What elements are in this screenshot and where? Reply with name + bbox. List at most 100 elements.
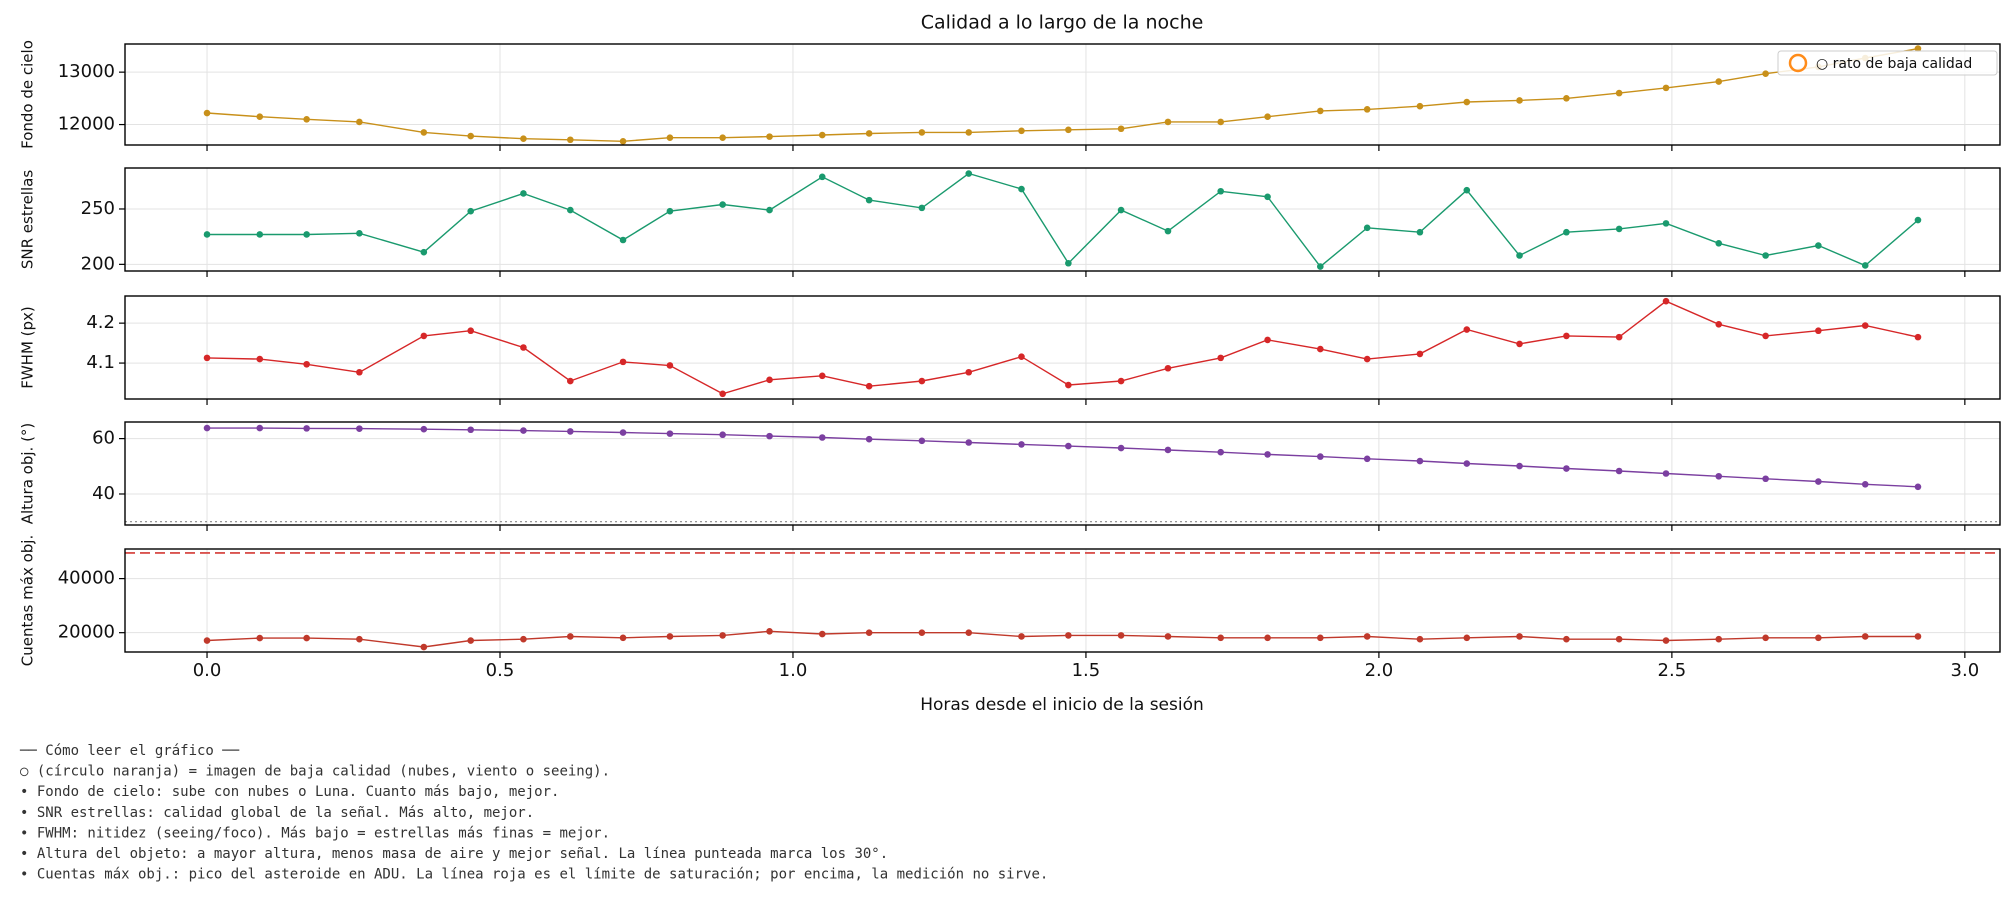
data-point	[1516, 462, 1523, 470]
data-point	[818, 630, 826, 638]
data-point	[1164, 364, 1172, 372]
data-point	[1861, 262, 1869, 269]
data-point	[1463, 326, 1471, 333]
data-point	[666, 633, 674, 640]
data-point	[420, 248, 428, 256]
data-point	[1065, 632, 1072, 639]
data-point	[1317, 634, 1324, 642]
x-tick-label: 0.0	[193, 660, 222, 681]
y-tick-label: 12000	[58, 114, 115, 135]
y-axis-label: FWHM (px)	[19, 306, 37, 389]
data-point	[1416, 102, 1424, 110]
data-point	[1416, 350, 1424, 358]
data-point	[203, 424, 211, 432]
data-point	[619, 634, 627, 642]
panel: 12000 13000 Fondo de cielo ○ rato de baja c…	[19, 40, 2001, 151]
data-point	[1563, 635, 1570, 643]
y-tick-label: 40	[92, 483, 115, 504]
data-point	[1563, 465, 1570, 472]
data-point	[1018, 633, 1025, 640]
data-point	[1662, 84, 1670, 92]
data-point	[356, 635, 363, 643]
data-point	[1164, 446, 1172, 454]
data-point	[1018, 127, 1025, 135]
data-point	[1815, 327, 1822, 335]
data-point	[256, 113, 264, 120]
data-point	[1363, 455, 1371, 463]
data-point	[1264, 193, 1271, 201]
data-point	[467, 426, 475, 434]
note-line: • FWHM: nitidez (seeing/foco). Más bajo …	[20, 825, 610, 841]
data-point	[1914, 483, 1922, 491]
data-point	[303, 116, 310, 123]
x-tick-label: 2.0	[1365, 660, 1394, 681]
data-point	[719, 632, 726, 639]
data-point	[1018, 185, 1025, 193]
data-point	[766, 133, 773, 140]
data-point	[1715, 321, 1723, 328]
data-point	[1861, 322, 1869, 329]
legend-box	[1777, 50, 1998, 76]
data-point	[256, 355, 264, 363]
legend-marker	[1788, 53, 1808, 73]
x-tick-label: 1.5	[1072, 660, 1101, 681]
data-point	[1317, 453, 1324, 460]
data-point	[1615, 467, 1623, 475]
legend-label: ○ rato de baja calidad	[1816, 56, 1972, 72]
data-point	[1463, 460, 1471, 467]
panel: 4.1 4.2 FWHM (px)	[19, 295, 2001, 405]
data-point	[1762, 634, 1769, 642]
data-point	[1416, 457, 1424, 465]
data-point	[256, 424, 264, 432]
data-point	[865, 435, 873, 443]
data-point	[1217, 634, 1225, 642]
data-point	[1416, 635, 1424, 643]
data-point	[1317, 107, 1324, 115]
data-point	[965, 368, 973, 376]
data-point	[1914, 45, 1922, 52]
data-point	[1615, 225, 1623, 233]
data-point	[256, 231, 264, 238]
x-axis-label: Horas desde el inicio de la sesión	[920, 695, 1204, 715]
data-point	[1762, 475, 1769, 483]
data-point	[1217, 118, 1225, 126]
data-point	[1715, 240, 1723, 247]
data-point	[1615, 333, 1623, 341]
data-point	[719, 134, 726, 141]
data-point	[356, 368, 363, 376]
data-point	[467, 637, 475, 644]
data-point	[420, 129, 428, 136]
data-point	[1662, 220, 1670, 227]
data-point	[1164, 227, 1172, 235]
data-point	[766, 376, 773, 384]
series-line	[206, 630, 1918, 648]
axes-frame	[124, 548, 2001, 653]
data-point	[356, 425, 363, 432]
data-point	[1117, 125, 1125, 133]
axes-frame	[124, 295, 2001, 400]
data-point	[666, 207, 674, 215]
data-point	[567, 633, 574, 640]
y-tick-label: 4.1	[86, 352, 115, 373]
data-point	[1914, 633, 1922, 640]
data-point	[865, 130, 873, 137]
data-point	[303, 231, 310, 238]
data-point	[918, 437, 926, 445]
data-point	[1563, 228, 1570, 236]
data-point	[918, 629, 926, 636]
data-point	[1815, 242, 1822, 249]
data-point	[965, 629, 973, 636]
y-axis-label: SNR estrellas	[19, 170, 37, 269]
axes-frame	[124, 167, 2001, 272]
data-point	[1861, 480, 1869, 488]
data-point	[520, 635, 527, 643]
data-point	[356, 230, 363, 237]
data-point	[965, 439, 973, 446]
data-point	[1615, 635, 1623, 643]
x-tick-label: 2.5	[1658, 660, 1687, 681]
note-line: • Cuentas máx obj.: pico del asteroide e…	[20, 867, 1048, 883]
note-line: ── Cómo leer el gráfico ──	[19, 743, 240, 759]
data-point	[303, 425, 310, 432]
panel: 0.0 0.5 1.0 1.5 2.0 2.5 3.0 20000 40000 Cuentas m…	[19, 535, 2001, 681]
data-point	[619, 236, 627, 244]
